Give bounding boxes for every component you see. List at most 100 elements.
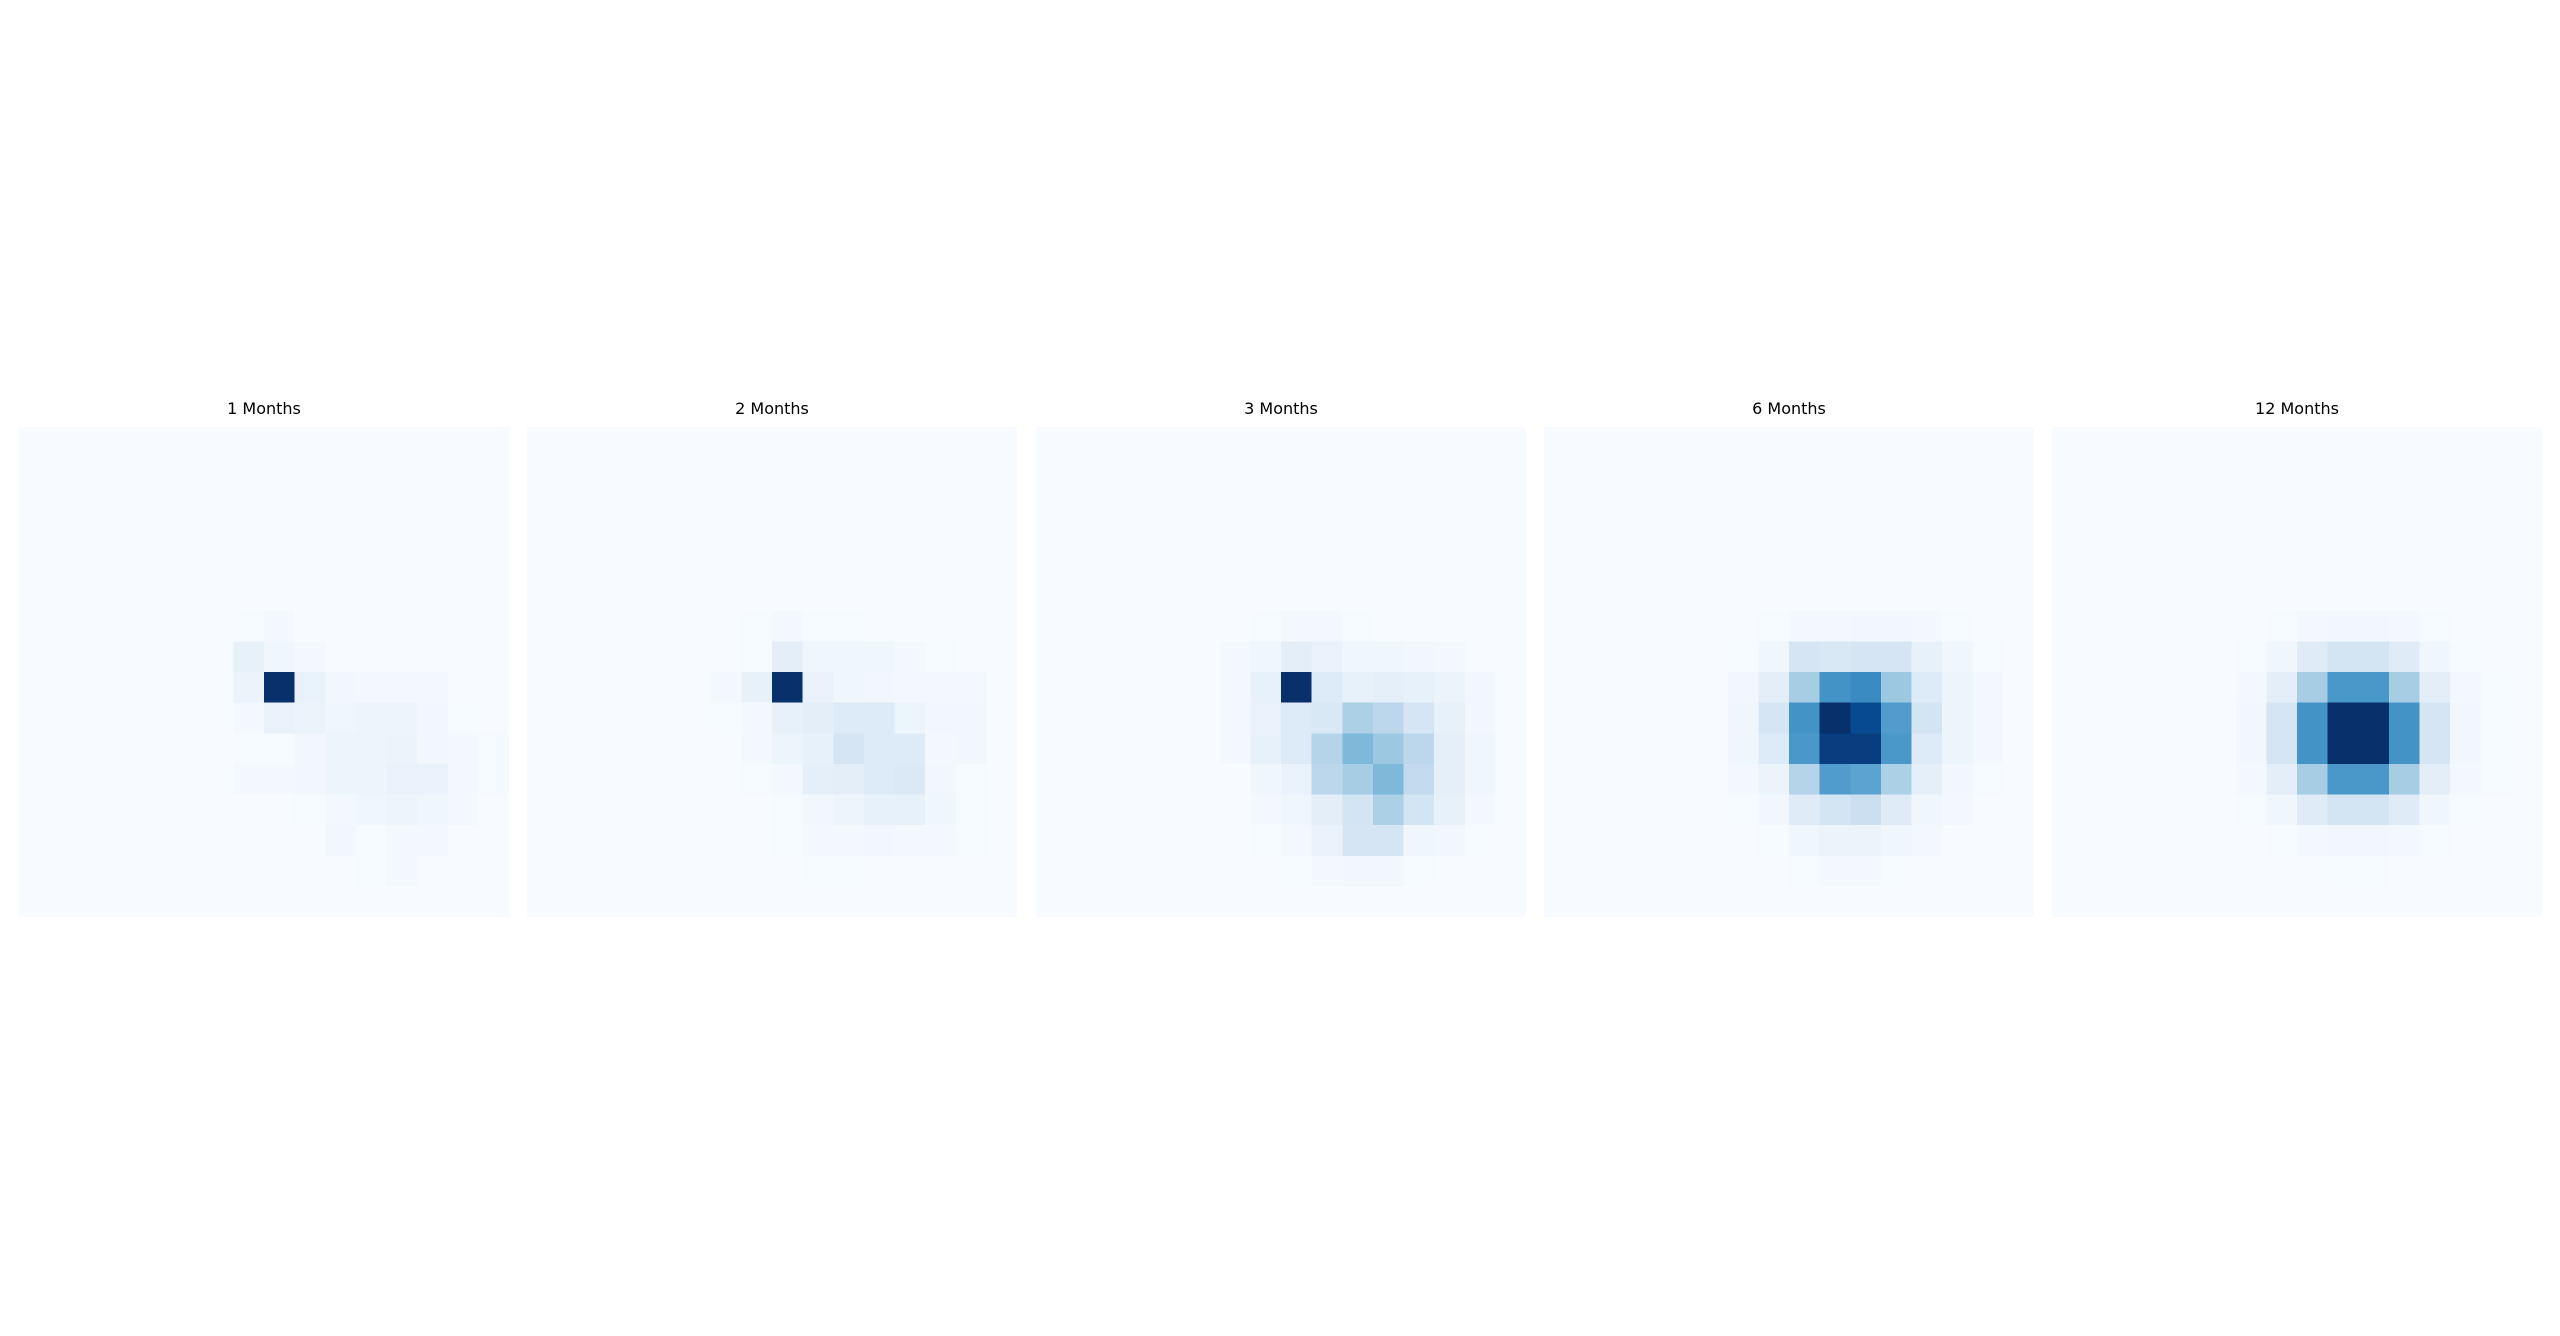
heatmap-cell (1342, 427, 1373, 458)
heatmap-cell (2266, 611, 2297, 642)
heatmap-cell (986, 550, 1017, 581)
heatmap-cell (1667, 886, 1698, 917)
heatmap-cell (1434, 733, 1465, 764)
heatmap-cell (741, 580, 772, 611)
heatmap-cell (1312, 488, 1343, 519)
heatmap-cell (1312, 703, 1343, 734)
heatmap-cell (478, 550, 509, 581)
heatmap-cell (172, 580, 203, 611)
heatmap-cell (895, 550, 926, 581)
heatmap-cell (558, 733, 589, 764)
heatmap-cell (772, 733, 803, 764)
heatmap-cell (527, 764, 558, 795)
heatmap-cell (2481, 488, 2512, 519)
heatmap-cell (172, 703, 203, 734)
heatmap-cell (680, 886, 711, 917)
heatmap-cell (2205, 856, 2236, 887)
heatmap-cell (1220, 703, 1251, 734)
heatmap-cell (925, 856, 956, 887)
heatmap-cell (2297, 611, 2328, 642)
heatmap-cell (1281, 733, 1312, 764)
heatmap-cell (356, 886, 387, 917)
heatmap-cell (1912, 764, 1943, 795)
heatmap-cell (527, 458, 558, 489)
heatmap-cell (1575, 580, 1606, 611)
heatmap-cell (2052, 550, 2083, 581)
heatmap-cell (1789, 703, 1820, 734)
heatmap-cell (2083, 427, 2114, 458)
heatmap-cell (1250, 427, 1281, 458)
heatmap-cell (2481, 856, 2512, 887)
heatmap-cell (1636, 611, 1667, 642)
heatmap-cell (895, 641, 926, 672)
heatmap-cell (1942, 886, 1973, 917)
heatmap-cell (172, 488, 203, 519)
heatmap-cell (527, 427, 558, 458)
heatmap-cell (2175, 641, 2206, 672)
heatmap-cell (1758, 458, 1789, 489)
heatmap-cell (1434, 641, 1465, 672)
heatmap-cell (325, 856, 356, 887)
heatmap-cell (448, 641, 479, 672)
heatmap-cell (264, 672, 295, 703)
heatmap-cell (1667, 764, 1698, 795)
heatmap-cell (80, 672, 111, 703)
heatmap-cell (588, 703, 619, 734)
heatmap-cell (172, 641, 203, 672)
heatmap-cell (1250, 611, 1281, 642)
heatmap-cell (986, 764, 1017, 795)
heatmap-cell (2205, 488, 2236, 519)
heatmap-cell (142, 427, 173, 458)
heatmap-cell (356, 856, 387, 887)
heatmap-cell (203, 550, 234, 581)
heatmap-cell (325, 672, 356, 703)
heatmap-cell (619, 825, 650, 856)
heatmap-cell (233, 458, 264, 489)
heatmap-cell (864, 764, 895, 795)
heatmap-cell (2052, 519, 2083, 550)
heatmap-cell (1728, 733, 1759, 764)
heatmap-cell (2003, 703, 2034, 734)
heatmap-cell (2328, 641, 2359, 672)
heatmap-cell (1067, 488, 1098, 519)
heatmap-cell (1067, 519, 1098, 550)
heatmap-cell (1404, 519, 1435, 550)
heatmap-cell (2175, 795, 2206, 826)
heatmap-cell (203, 825, 234, 856)
heatmap-cell (2297, 550, 2328, 581)
heatmap-cell (233, 733, 264, 764)
heatmap-cell (448, 611, 479, 642)
heatmap-cell (833, 856, 864, 887)
heatmap-cell (1189, 764, 1220, 795)
heatmap-cell (1067, 825, 1098, 856)
heatmap-cell (111, 427, 142, 458)
heatmap-cell (1758, 886, 1789, 917)
heatmap-cell (19, 886, 50, 917)
heatmap-cell (2481, 825, 2512, 856)
heatmap-cell (1605, 427, 1636, 458)
heatmap-cell (264, 488, 295, 519)
heatmap-cell (680, 580, 711, 611)
heatmap-cell (233, 427, 264, 458)
heatmap-cell (895, 580, 926, 611)
heatmap-cell (1220, 519, 1251, 550)
heatmap-cell (588, 611, 619, 642)
heatmap-cell (2481, 458, 2512, 489)
heatmap-cell (1758, 764, 1789, 795)
heatmap-cell (895, 856, 926, 887)
heatmap-cell (1495, 641, 1526, 672)
heatmap-cell (1067, 672, 1098, 703)
heatmap-cell (1128, 458, 1159, 489)
heatmap-cell (2511, 519, 2542, 550)
heatmap-cell (1575, 825, 1606, 856)
heatmap-cell (986, 427, 1017, 458)
heatmap-cell (387, 519, 418, 550)
heatmap-12-months (2052, 427, 2542, 917)
heatmap-cell (1789, 764, 1820, 795)
heatmap-cell (1342, 611, 1373, 642)
heatmap-cell (1067, 641, 1098, 672)
heatmap-cell (50, 795, 81, 826)
heatmap-cell (1495, 856, 1526, 887)
heatmap-cell (895, 458, 926, 489)
heatmap-cell (2205, 825, 2236, 856)
